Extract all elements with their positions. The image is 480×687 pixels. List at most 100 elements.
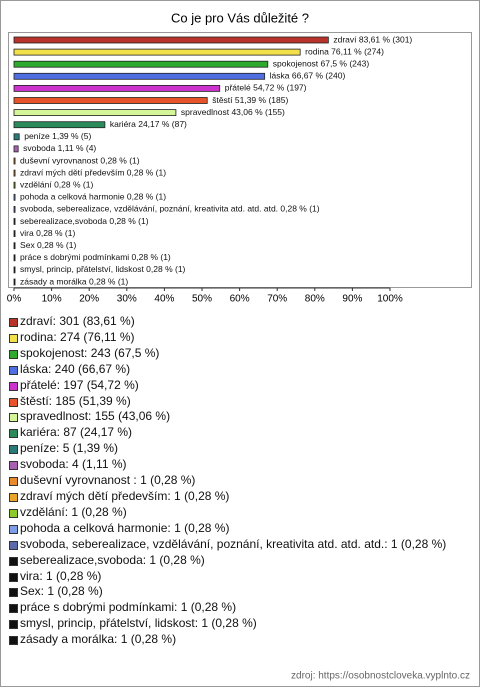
legend-label: smysl, princip, přátelství, lidskost: 1 … bbox=[20, 616, 257, 631]
legend-label: zásady a morálka: 1 (0,28 %) bbox=[20, 632, 177, 647]
bar bbox=[13, 157, 16, 165]
legend-swatch bbox=[9, 636, 18, 646]
legend-label: vira: 1 (0,28 %) bbox=[20, 568, 102, 583]
x-tick-label: 40% bbox=[154, 294, 174, 305]
legend-item: spokojenost: 243 (67,5 %) bbox=[8, 346, 470, 362]
legend-item: spravedlnost: 155 (43,06 %) bbox=[8, 409, 470, 425]
legend-swatch bbox=[9, 461, 18, 471]
source: zdroj: https://osobnostcloveka.vyplnto.c… bbox=[291, 671, 470, 682]
bar bbox=[13, 133, 20, 141]
legend-label: svoboda: 4 (1,11 %) bbox=[20, 457, 127, 472]
legend-label: přátelé: 197 (54,72 %) bbox=[20, 377, 139, 392]
legend-swatch bbox=[9, 333, 18, 343]
value-label: rodina 76,11 % (274) bbox=[305, 46, 384, 56]
bar bbox=[13, 218, 16, 225]
legend-swatch bbox=[9, 492, 18, 502]
bar bbox=[13, 48, 301, 56]
value-label: spravedlnost 43,06 % (155) bbox=[181, 107, 285, 117]
legend-swatch bbox=[9, 477, 18, 487]
x-tick-label: 30% bbox=[117, 294, 137, 305]
legend-swatch bbox=[9, 318, 18, 327]
legend-item: Sex: 1 (0,28 %) bbox=[8, 584, 470, 600]
bar bbox=[13, 230, 16, 238]
legend-item: práce s dobrými podmínkami: 1 (0,28 %) bbox=[8, 600, 470, 616]
legend-label: rodina: 274 (76,11 %) bbox=[20, 329, 135, 344]
x-tick-label: 80% bbox=[305, 294, 325, 305]
value-label: vzdělání 0,28 % (1) bbox=[20, 179, 93, 189]
legend-item: duševní vyrovnanost : 1 (0,28 %) bbox=[8, 473, 470, 489]
legend-swatch bbox=[9, 381, 18, 391]
value-label: štěstí 51,39 % (185) bbox=[212, 95, 288, 105]
bar bbox=[13, 60, 269, 68]
value-label: zdraví mých dětí především 0,28 % (1) bbox=[20, 167, 166, 177]
value-label: seberealizace,svoboda 0,28 % (1) bbox=[20, 216, 149, 226]
legend-label: štěstí: 185 (51,39 %) bbox=[20, 393, 131, 408]
legend-swatch bbox=[9, 540, 18, 550]
legend-label: láska: 240 (66,67 %) bbox=[20, 361, 131, 376]
legend-label: duševní vyrovnanost : 1 (0,28 %) bbox=[20, 473, 196, 488]
x-tick-label: 10% bbox=[42, 294, 62, 305]
legend-item: štěstí: 185 (51,39 %) bbox=[8, 394, 470, 410]
value-label: smysl, princip, přátelství, lidskost 0,2… bbox=[20, 264, 186, 274]
bar bbox=[13, 36, 329, 44]
legend-label: kariéra: 87 (24,17 %) bbox=[20, 425, 133, 440]
legend-item: přátelé: 197 (54,72 %) bbox=[8, 378, 470, 394]
legend-swatch bbox=[9, 508, 18, 518]
bar bbox=[13, 109, 177, 116]
legend-swatch bbox=[9, 445, 18, 455]
value-label: Sex 0,28 % (1) bbox=[20, 240, 76, 250]
legend-item: vzdělání: 1 (0,28 %) bbox=[8, 505, 470, 521]
value-label: svoboda, seberealizace, vzdělávání, pozn… bbox=[20, 204, 320, 214]
x-tick-label: 50% bbox=[192, 294, 212, 305]
value-label: spokojenost 67,5 % (243) bbox=[273, 58, 370, 68]
legend-label: svoboda, seberealizace, vzdělávání, pozn… bbox=[20, 536, 447, 551]
value-label: zdraví 83,61 % (301) bbox=[333, 34, 412, 44]
bar bbox=[13, 278, 16, 286]
value-label: přátelé 54,72 % (197) bbox=[225, 83, 307, 93]
bar bbox=[13, 97, 208, 104]
legend-item: svoboda: 4 (1,11 %) bbox=[8, 457, 470, 473]
bar bbox=[13, 85, 221, 92]
legend-swatch bbox=[9, 413, 18, 423]
legend-item: smysl, princip, přátelství, lidskost: 1 … bbox=[8, 616, 470, 632]
legend-item: svoboda, seberealizace, vzdělávání, pozn… bbox=[8, 537, 470, 553]
legend-label: spravedlnost: 155 (43,06 %) bbox=[20, 409, 171, 424]
legend-swatch bbox=[9, 524, 18, 534]
legend-swatch bbox=[9, 620, 18, 630]
value-label: peníze 1,39 % (5) bbox=[24, 131, 91, 141]
bar bbox=[13, 121, 106, 129]
legend-label: zdraví mých dětí především: 1 (0,28 %) bbox=[20, 488, 230, 503]
legend-item: peníze: 5 (1,39 %) bbox=[8, 441, 470, 457]
bar bbox=[13, 254, 16, 262]
legend-swatch bbox=[9, 429, 18, 439]
legend-swatch bbox=[9, 572, 18, 582]
bar bbox=[13, 266, 16, 274]
x-tick-label: 20% bbox=[79, 294, 99, 305]
x-tick-label: 100% bbox=[377, 294, 403, 305]
bar bbox=[13, 193, 16, 201]
legend-item: rodina: 274 (76,11 %) bbox=[8, 330, 470, 346]
bar bbox=[13, 205, 16, 213]
x-tick-label: 70% bbox=[267, 294, 287, 305]
value-label: duševní vyrovnanost 0,28 % (1) bbox=[20, 155, 140, 165]
value-label: vira 0,28 % (1) bbox=[20, 228, 75, 238]
legend-item: vira: 1 (0,28 %) bbox=[8, 569, 470, 585]
bar bbox=[13, 72, 266, 80]
legend-swatch bbox=[9, 604, 18, 614]
value-label: láska 66,67 % (240) bbox=[270, 71, 346, 81]
legend-item: zdraví: 301 (83,61 %) bbox=[8, 314, 470, 330]
legend-label: práce s dobrými podmínkami: 1 (0,28 %) bbox=[20, 600, 237, 615]
legend-label: pohoda a celková harmonie: 1 (0,28 %) bbox=[20, 520, 230, 535]
legend-label: zdraví: 301 (83,61 %) bbox=[20, 314, 135, 328]
value-label: pohoda a celková harmonie 0,28 % (1) bbox=[20, 192, 166, 202]
bar bbox=[13, 169, 16, 177]
legend: zdraví: 301 (83,61 %) rodina: 274 (76,11 … bbox=[8, 314, 470, 648]
value-label: práce s dobrými podmínkami 0,28 % (1) bbox=[20, 252, 171, 262]
legend-item: seberealizace,svoboda: 1 (0,28 %) bbox=[8, 553, 470, 569]
value-label: svoboda 1,11 % (4) bbox=[23, 143, 96, 153]
legend-swatch bbox=[9, 365, 18, 375]
bar bbox=[13, 242, 16, 250]
legend-item: kariéra: 87 (24,17 %) bbox=[8, 425, 470, 441]
